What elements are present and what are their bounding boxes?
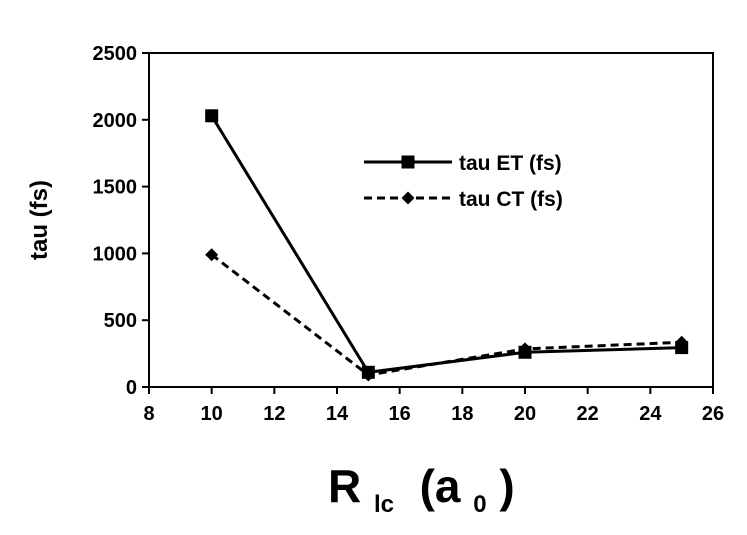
- legend-label: tau CT (fs): [459, 188, 563, 211]
- y-axis-ticks: 0 500 1000 1500 2000 2500: [93, 43, 149, 399]
- y-tick-label: 2500: [93, 43, 138, 65]
- series-group: [205, 109, 689, 382]
- x-tick-label: 10: [201, 403, 223, 425]
- x-tick-label: 8: [143, 403, 154, 425]
- data-point-diamond: [205, 248, 219, 262]
- y-tick-label: 1500: [93, 177, 138, 199]
- y-tick-label: 500: [104, 310, 137, 332]
- x-tick-label: 16: [389, 403, 411, 425]
- x-tick-label: 18: [451, 403, 473, 425]
- y-axis-label: tau (fs): [26, 180, 53, 260]
- plot-area-frame: [148, 52, 714, 388]
- x-axis-label-unit-sub: 0: [473, 491, 486, 518]
- data-point-square: [401, 155, 415, 169]
- y-tick-label: 1000: [93, 243, 138, 265]
- y-tick-label: 2000: [93, 110, 138, 132]
- data-point-square: [518, 345, 532, 359]
- x-tick-label: 20: [514, 403, 536, 425]
- series-tau-et: [205, 109, 689, 379]
- x-axis-label-sub: lc: [374, 491, 394, 518]
- legend-label: tau ET (fs): [459, 152, 562, 175]
- x-tick-label: 22: [577, 403, 599, 425]
- x-tick-label: 14: [326, 403, 349, 425]
- x-axis-label: R lc (a 0 ): [328, 460, 515, 522]
- data-point-square: [205, 109, 219, 123]
- x-axis-label-unit-close: ): [499, 460, 514, 512]
- x-tick-label: 24: [639, 403, 662, 425]
- data-point-square: [361, 365, 375, 379]
- x-axis-label-unit: (a: [407, 460, 461, 512]
- x-axis-label-main: R: [328, 460, 361, 512]
- legend: tau ET (fs) tau CT (fs): [364, 152, 563, 211]
- data-point-diamond: [401, 191, 415, 205]
- x-tick-label: 12: [263, 403, 285, 425]
- series-line: [210, 115, 682, 374]
- series-line: [210, 253, 682, 377]
- data-point-square: [675, 341, 689, 355]
- x-axis-ticks: 8 10 12 14 16 18 20 22 24 26: [143, 387, 724, 425]
- y-tick-label: 0: [126, 377, 137, 399]
- x-tick-label: 26: [702, 403, 724, 425]
